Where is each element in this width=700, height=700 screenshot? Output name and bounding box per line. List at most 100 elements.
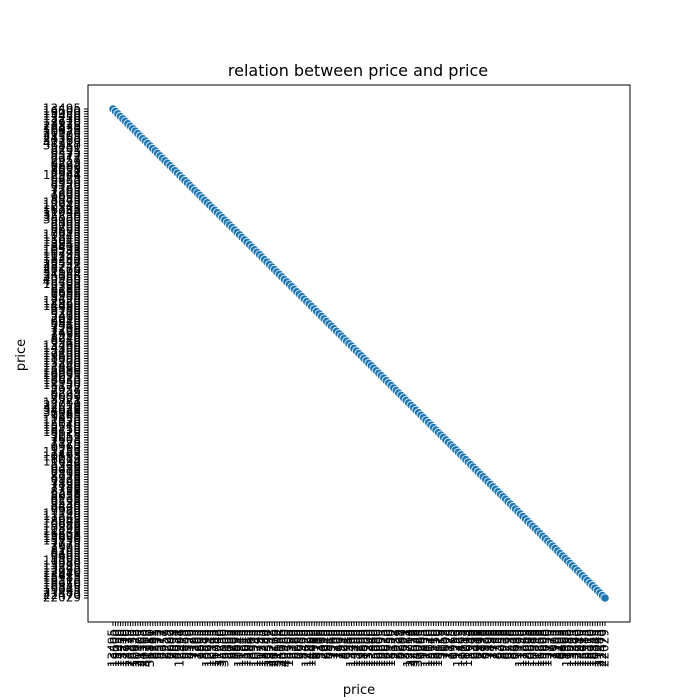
x-tick-label: 17950 — [381, 629, 395, 667]
y-tick-label: 7609 — [50, 161, 81, 175]
data-points — [108, 104, 610, 603]
x-tick-label: 17710 — [118, 629, 132, 667]
y-tick-label: 18920 — [43, 116, 81, 130]
x-tick-label: 45400 — [279, 629, 293, 667]
y-tick-label: 6229 — [50, 156, 81, 170]
y-tick-label: 10945 — [43, 227, 81, 241]
y-tick-label: 13415 — [43, 568, 81, 582]
x-tick-label: 7126 — [441, 629, 455, 660]
y-tick-label: 16430 — [43, 121, 81, 135]
x-tick-label: 17669 — [518, 629, 532, 667]
y-tick-label: 7395 — [50, 225, 81, 239]
x-tick-label: 12170 — [421, 629, 435, 667]
x-tick-label: 22029 — [598, 629, 612, 667]
x-tick-label: 13415 — [575, 629, 589, 667]
y-axis-ticks: 1349516500139501745015250177101892023875… — [43, 102, 88, 605]
y-tick-label: 6295 — [50, 143, 81, 157]
x-tick-label: 18620 — [431, 629, 445, 667]
y-tick-label: 18280 — [43, 252, 81, 266]
x-tick-label: 13845 — [568, 629, 582, 667]
x-tick-label: 11694 — [461, 629, 475, 667]
x-tick-label: 13295 — [565, 629, 579, 667]
y-tick-label: 10795 — [43, 247, 81, 261]
y-tick-label: 10245 — [43, 245, 81, 259]
y-tick-label: 7975 — [50, 539, 81, 553]
x-tick-label: 8949 — [339, 629, 353, 660]
y-tick-label: 11845 — [43, 230, 81, 244]
y-tick-label: 11850 — [43, 413, 81, 427]
y-tick-label: 18150 — [43, 378, 81, 392]
scatter-point — [600, 593, 610, 603]
y-tick-label: 7463 — [50, 447, 81, 461]
x-tick-label: 35550 — [215, 629, 229, 667]
x-tick-label: 16630 — [379, 629, 393, 667]
x-tick-label: 7198 — [481, 629, 495, 660]
y-tick-label: 13295 — [43, 558, 81, 572]
x-tick-label: 8948 — [520, 629, 534, 660]
y-tick-label: 6918 — [50, 465, 81, 479]
x-tick-label: 18920 — [120, 629, 134, 667]
x-tick-label: 12290 — [570, 629, 584, 667]
x-tick-label: 7129 — [185, 629, 199, 660]
x-tick-label: 13495 — [106, 629, 120, 667]
y-tick-label: 9988 — [50, 519, 81, 533]
y-tick-label: 10295 — [43, 195, 81, 209]
x-tick-label: 10698 — [523, 629, 537, 667]
x-tick-label: 14489 — [304, 629, 318, 667]
y-tick-label: 15250 — [43, 111, 81, 125]
y-tick-label: 36000 — [43, 213, 81, 227]
x-tick-label: 19045 — [590, 629, 604, 667]
y-tick-label: 8189 — [50, 304, 81, 318]
y-tick-label: 13645 — [43, 232, 81, 246]
y-tick-label: 25552 — [43, 257, 81, 271]
y-tick-label: 5195 — [50, 215, 81, 229]
x-tick-label: 7603 — [438, 629, 452, 660]
y-tick-label: 13499 — [43, 344, 81, 358]
y-tick-label: 7295 — [50, 183, 81, 197]
x-tick-label: 34184 — [272, 629, 286, 667]
y-tick-label: 19045 — [43, 583, 81, 597]
x-tick-label: 7295 — [190, 629, 204, 660]
y-tick-label: 12764 — [43, 395, 81, 409]
y-tick-label: 7775 — [50, 536, 81, 550]
x-tick-label: 8013 — [458, 629, 472, 660]
y-tick-label: 7738 — [50, 482, 81, 496]
y-tick-label: 11694 — [43, 455, 81, 469]
y-tick-label: 11245 — [43, 250, 81, 264]
x-tick-label: 9959 — [294, 629, 308, 660]
x-tick-label: 9258 — [493, 629, 507, 660]
x-tick-label: 6338 — [466, 629, 480, 660]
y-tick-label: 7499 — [50, 326, 81, 340]
y-tick-label: 28176 — [43, 262, 81, 276]
x-tick-label: 13200 — [361, 629, 375, 667]
x-tick-label: 15040 — [424, 629, 438, 667]
x-tick-label: 12945 — [202, 629, 216, 667]
x-tick-label: 12764 — [401, 629, 415, 667]
y-tick-label: 7053 — [50, 430, 81, 444]
x-tick-label: 6189 — [287, 629, 301, 660]
y-tick-label: 14399 — [43, 341, 81, 355]
x-tick-label: 15690 — [538, 629, 552, 667]
x-tick-label: 7609 — [165, 629, 179, 660]
x-tick-label: 17075 — [376, 629, 390, 667]
y-tick-label: 16925 — [43, 124, 81, 138]
x-tick-label: 6295 — [148, 629, 162, 660]
x-tick-label: 5499 — [314, 629, 328, 660]
x-tick-label: 9295 — [414, 629, 428, 660]
y-tick-label: 9279 — [50, 306, 81, 320]
y-tick-label: 18620 — [43, 425, 81, 439]
y-tick-label: 35550 — [43, 210, 81, 224]
x-tick-label: 7689 — [292, 629, 306, 660]
y-tick-label: 15985 — [43, 571, 81, 585]
x-tick-label: 7775 — [543, 629, 557, 660]
x-tick-label: 28176 — [267, 629, 281, 667]
y-tick-label: 13200 — [43, 356, 81, 370]
x-tick-label: 19699 — [354, 629, 368, 667]
x-tick-label: 16515 — [580, 629, 594, 667]
x-tick-label: 7299 — [327, 629, 341, 660]
y-tick-label: 6938 — [50, 472, 81, 486]
y-tick-label: 5399 — [50, 176, 81, 190]
x-tick-label: 8558 — [168, 629, 182, 660]
x-tick-label: 7788 — [486, 629, 500, 660]
y-tick-label: 7999 — [50, 329, 81, 343]
